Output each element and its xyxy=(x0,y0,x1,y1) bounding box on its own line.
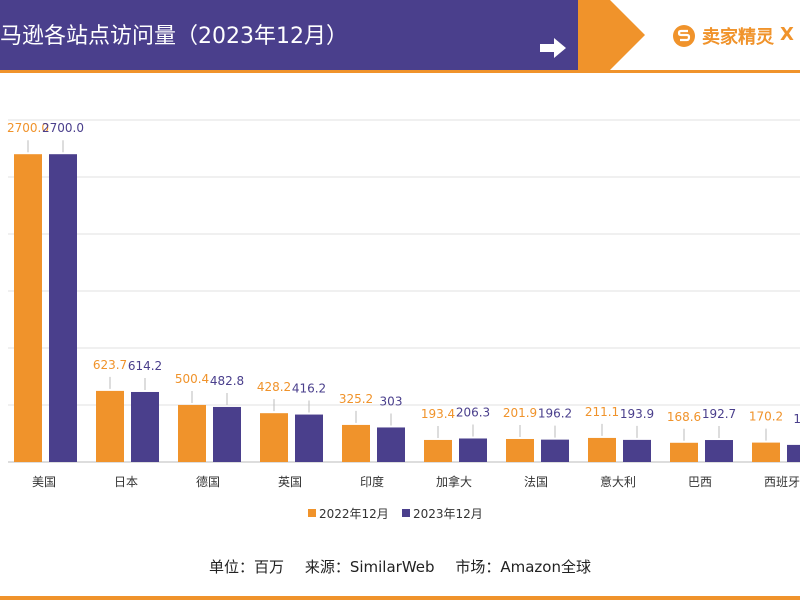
header-divider xyxy=(0,70,800,73)
logo-suffix: X xyxy=(780,24,794,45)
arrow-decoration xyxy=(540,0,645,70)
data-label: 325.2 xyxy=(339,392,373,406)
data-label: 192.7 xyxy=(702,407,736,421)
legend-label: 2023年12月 xyxy=(413,507,483,521)
data-label: 303 xyxy=(380,394,403,408)
category-label: 日本 xyxy=(114,475,138,489)
data-label: 2700.0 xyxy=(7,121,49,135)
category-label: 加拿大 xyxy=(436,474,472,489)
category-label: 巴西 xyxy=(688,475,712,489)
data-label: 193.4 xyxy=(421,407,455,421)
data-label: 428.2 xyxy=(257,380,291,394)
bar xyxy=(377,427,405,462)
data-label: 170.2 xyxy=(749,410,783,424)
data-label: 211.1 xyxy=(585,405,619,419)
footer-note: 单位：百万 来源：SimilarWeb 市场：Amazon全球 xyxy=(0,556,800,577)
logo: 卖家精灵 xyxy=(672,22,774,50)
footer-market: 市场：Amazon全球 xyxy=(455,558,591,576)
bar xyxy=(670,442,698,462)
data-label: 614.2 xyxy=(128,359,162,373)
data-label: 15 xyxy=(793,412,800,426)
bar xyxy=(178,404,206,462)
bar xyxy=(705,440,733,462)
bar xyxy=(623,439,651,462)
bar xyxy=(96,390,124,462)
data-label: 206.3 xyxy=(456,405,490,419)
data-label: 201.9 xyxy=(503,406,537,420)
category-label: 意大利 xyxy=(600,474,636,489)
bar xyxy=(131,391,159,462)
bar xyxy=(295,414,323,462)
page-title-text: 亚马逊各站点访问量（2023年12月） xyxy=(0,24,348,49)
data-label: 193.9 xyxy=(620,407,654,421)
category-label: 法国 xyxy=(524,475,548,489)
category-label: 西班牙 xyxy=(764,475,800,489)
data-label: 482.8 xyxy=(210,374,244,388)
bar xyxy=(342,424,370,462)
data-label: 623.7 xyxy=(93,358,127,372)
data-label: 196.2 xyxy=(538,407,572,421)
bar xyxy=(213,406,241,462)
bar xyxy=(424,439,452,462)
bar xyxy=(787,444,800,462)
footer-unit: 单位：百万 xyxy=(209,558,285,576)
data-label: 2700.0 xyxy=(42,121,84,135)
logo-icon xyxy=(673,25,695,47)
header: 亚马逊各站点访问量（2023年12月） 卖家精灵 X xyxy=(0,0,800,73)
bar xyxy=(588,437,616,462)
logo-text: 卖家精灵 xyxy=(702,27,774,48)
bar xyxy=(752,442,780,462)
category-label: 德国 xyxy=(196,474,220,489)
data-label: 416.2 xyxy=(292,382,326,396)
bottom-divider xyxy=(0,596,800,600)
legend-swatch xyxy=(402,509,410,517)
category-label: 美国 xyxy=(32,475,56,489)
category-label: 英国 xyxy=(278,475,302,489)
bar xyxy=(14,154,42,462)
bar xyxy=(260,413,288,462)
bar xyxy=(459,438,487,462)
bar xyxy=(49,154,77,462)
title-band xyxy=(0,0,610,70)
data-label: 500.4 xyxy=(175,372,209,386)
footer-source: 来源：SimilarWeb xyxy=(304,558,435,576)
legend-swatch xyxy=(308,509,316,517)
legend-label: 2022年12月 xyxy=(319,507,389,521)
bar xyxy=(541,439,569,462)
bar xyxy=(506,438,534,462)
data-label: 168.6 xyxy=(667,410,701,424)
page-title: 亚马逊各站点访问量（2023年12月） xyxy=(0,18,600,50)
category-label: 印度 xyxy=(360,474,384,489)
